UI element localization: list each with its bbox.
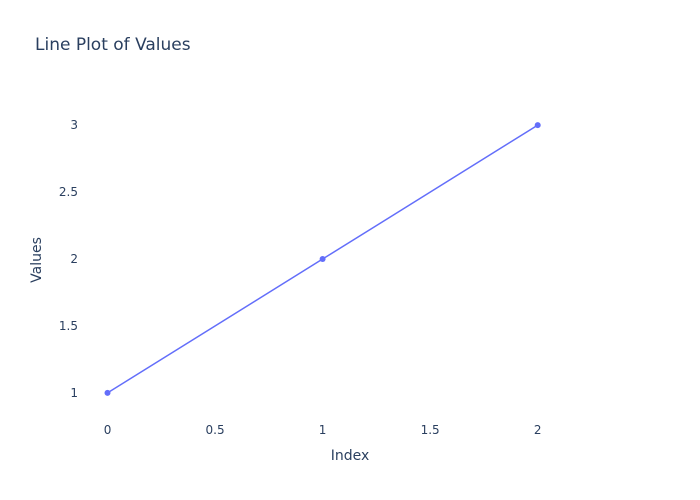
- x-axis-ticks: 0 0.5 1 1.5 2: [104, 423, 542, 437]
- y-tick-label: 2.5: [59, 185, 78, 199]
- series-layer: [104, 122, 541, 396]
- x-tick-label: 1: [319, 423, 327, 437]
- data-point: [534, 122, 541, 129]
- x-axis-title: Index: [331, 448, 370, 464]
- chart-title: Line Plot of Values: [35, 35, 191, 55]
- x-tick-label: 0: [104, 423, 112, 437]
- data-point: [319, 256, 326, 263]
- x-tick-label: 1.5: [421, 423, 440, 437]
- y-tick-label: 2: [70, 252, 78, 266]
- y-axis-title: Values: [29, 237, 45, 283]
- x-tick-label: 2: [534, 423, 542, 437]
- y-tick-label: 1.5: [59, 319, 78, 333]
- y-axis-ticks: 1 1.5 2 2.5 3: [59, 118, 78, 400]
- x-tick-label: 0.5: [206, 423, 225, 437]
- y-tick-label: 1: [70, 386, 78, 400]
- y-tick-label: 3: [70, 118, 78, 132]
- data-point: [104, 389, 111, 396]
